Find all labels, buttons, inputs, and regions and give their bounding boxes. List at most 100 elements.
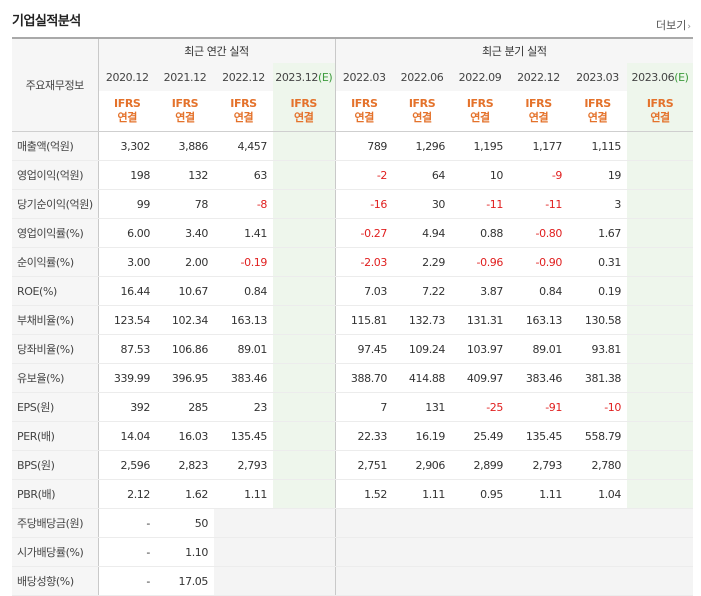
period-label: 2023.06 <box>631 70 675 84</box>
table-cell <box>273 363 336 393</box>
table-cell <box>627 363 694 393</box>
consolidated-label: 연결 <box>412 111 432 124</box>
ifrs-header: IFRS 연결 <box>273 91 336 132</box>
period-header: 2022.06 <box>393 63 452 91</box>
table-cell: -2 <box>334 160 394 190</box>
table-cell: 97.45 <box>334 334 394 364</box>
table-row: 당좌비율(%) 87.53 106.86 89.01 97.45 109.24 103.97… <box>12 334 694 364</box>
table-cell: 93.81 <box>568 334 628 364</box>
table-cell: 1.62 <box>156 479 214 509</box>
table-cell <box>334 537 394 567</box>
table-cell: -0.96 <box>451 247 510 277</box>
table-cell: 3.00 <box>97 247 156 277</box>
table-cell <box>273 131 336 161</box>
table-cell <box>214 508 273 538</box>
table-cell <box>627 276 694 306</box>
consolidated-label: 연결 <box>470 111 490 124</box>
table-cell: 2,596 <box>97 450 156 480</box>
table-cell <box>393 508 452 538</box>
ifrs-header: IFRS 연결 <box>568 91 628 132</box>
row-label: 배당성향(%) <box>12 566 98 596</box>
table-cell: 2,899 <box>451 450 510 480</box>
consolidated-label: 연결 <box>528 111 549 124</box>
row-label: 부채비율(%) <box>12 305 98 335</box>
table-cell: 2,793 <box>509 450 569 480</box>
consolidated-label: 연결 <box>294 111 314 124</box>
table-cell <box>627 450 694 480</box>
period-header: 2022.03 <box>334 63 394 91</box>
consolidated-label: 연결 <box>117 111 138 124</box>
table-cell: 2,823 <box>156 450 214 480</box>
table-cell <box>568 508 628 538</box>
table-cell: 132 <box>156 160 214 190</box>
table-cell: 0.19 <box>568 276 628 306</box>
table-row: EPS(원) 392 285 23 7 131 -25 -91 -10 <box>12 392 694 422</box>
period-header: 2022.12 <box>509 63 569 91</box>
table-cell: 198 <box>97 160 156 190</box>
period-label: 2020.12 <box>105 70 149 84</box>
table-cell <box>273 305 336 335</box>
more-link[interactable]: 더보기› <box>656 17 691 33</box>
table-cell: 4,457 <box>214 131 273 161</box>
row-label: 시가배당률(%) <box>12 537 98 567</box>
table-cell: 50 <box>156 508 214 538</box>
table-cell <box>627 160 694 190</box>
table-cell <box>627 537 694 567</box>
period-header: 2023.12(E) <box>273 63 336 91</box>
ifrs-header: IFRS 연결 <box>393 91 452 132</box>
ifrs-label: IFRS <box>584 97 611 110</box>
period-label: 2021.12 <box>163 70 207 84</box>
period-label: 2022.12 <box>222 70 265 84</box>
period-header: 2023.03 <box>568 63 628 91</box>
table-cell: 123.54 <box>97 305 156 335</box>
quarter-header: 최근 분기 실적 <box>334 37 694 63</box>
table-row: 유보율(%) 339.99 396.95 383.46 388.70 414.88 409.… <box>12 363 694 393</box>
table-cell: 3,302 <box>97 131 156 161</box>
table-cell: 64 <box>393 160 452 190</box>
table-cell: 25.49 <box>451 421 510 451</box>
table-cell: -0.19 <box>214 247 273 277</box>
table-cell <box>568 566 628 596</box>
ifrs-header: IFRS 연결 <box>334 91 394 132</box>
period-label: 2022.12 <box>517 70 560 84</box>
table-cell <box>334 508 394 538</box>
table-cell: 1.04 <box>568 479 628 509</box>
consolidated-label: 연결 <box>650 111 670 124</box>
ifrs-header: IFRS 연결 <box>509 91 569 132</box>
table-cell <box>627 189 694 219</box>
row-label: PER(배) <box>12 421 98 451</box>
table-cell: 99 <box>97 189 156 219</box>
table-row: ROE(%) 16.44 10.67 0.84 7.03 7.22 3.87 0.84 0.19 <box>12 276 694 306</box>
ifrs-label: IFRS <box>230 97 257 110</box>
table-cell: 87.53 <box>97 334 156 364</box>
period-label: 2022.06 <box>400 70 444 84</box>
table-cell <box>627 566 694 596</box>
table-cell: 163.13 <box>509 305 569 335</box>
table-cell: 392 <box>97 392 156 422</box>
row-label: BPS(원) <box>12 450 98 480</box>
table-cell: 132.73 <box>393 305 452 335</box>
table-cell: 135.45 <box>214 421 273 451</box>
table-cell <box>273 479 336 509</box>
table-cell: -11 <box>509 189 569 219</box>
ifrs-label: IFRS <box>351 97 378 110</box>
table-cell: 2,780 <box>568 450 628 480</box>
table-cell: 163.13 <box>214 305 273 335</box>
table-cell: 383.46 <box>214 363 273 393</box>
table-cell <box>273 334 336 364</box>
table-cell <box>273 566 336 596</box>
table-row: 주당배당금(원) -50 <box>12 508 694 538</box>
table-row: 부채비율(%) 123.54 102.34 163.13 115.81 132.73 131… <box>12 305 694 335</box>
table-cell: 1.11 <box>214 479 273 509</box>
table-cell: 0.31 <box>568 247 628 277</box>
table-cell <box>393 566 452 596</box>
table-cell: 1.67 <box>568 218 628 248</box>
period-header: 2022.12 <box>214 63 273 91</box>
table-cell: 1,177 <box>509 131 569 161</box>
table-cell <box>214 537 273 567</box>
table-cell <box>273 537 336 567</box>
ifrs-header: IFRS 연결 <box>627 91 694 132</box>
table-cell: 17.05 <box>156 566 214 596</box>
table-cell: 131 <box>393 392 452 422</box>
table-cell: 409.97 <box>451 363 510 393</box>
